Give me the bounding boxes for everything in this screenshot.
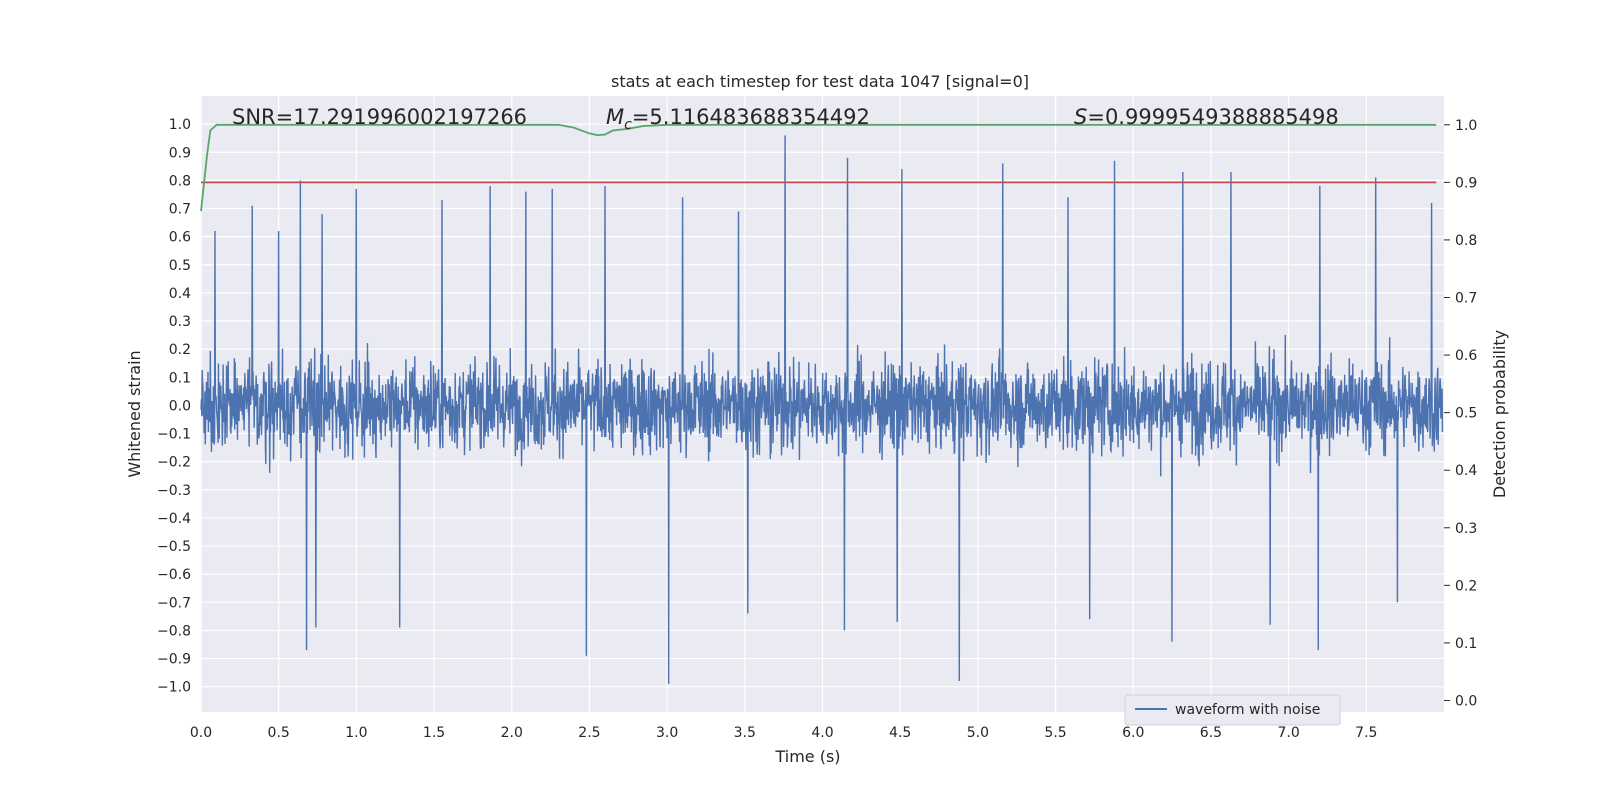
- y-tick-label: −0.7: [157, 595, 191, 611]
- y-tick-label: 0.0: [169, 398, 191, 414]
- y2-tick-label: 0.5: [1455, 406, 1477, 422]
- y2-tick-label: 0.6: [1455, 348, 1477, 364]
- x-tick-label: 0.0: [190, 725, 212, 741]
- x-tick-label: 4.0: [811, 725, 833, 741]
- y2-tick-label: 0.4: [1455, 463, 1477, 479]
- y-tick-label: 0.5: [169, 258, 191, 274]
- chirp-mass-subscript: c: [624, 117, 632, 133]
- chirp-mass-symbol: M: [606, 105, 624, 129]
- y-tick-label: 0.6: [169, 230, 191, 246]
- y2-tick-label: 0.8: [1455, 233, 1477, 249]
- y-tick-label: 0.1: [169, 370, 191, 386]
- y-tick-label: −1.0: [157, 680, 191, 696]
- chirp-mass-value: =5.116483688354492: [632, 105, 870, 129]
- y-tick-label: −0.4: [157, 511, 191, 527]
- y2-tick-label: 0.0: [1455, 693, 1477, 709]
- snr-annotation: SNR=17.291996002197266: [232, 105, 527, 129]
- y-tick-label: 0.7: [169, 202, 191, 218]
- legend: waveform with noise: [1124, 694, 1341, 726]
- y-axis-ticks: 1.0 0.9 0.8 0.7 0.6 0.5 0.4 0.3 0.2 0.1 0.0 −0.1 −0.…: [157, 117, 191, 696]
- legend-label-waveform: waveform with noise: [1175, 702, 1320, 718]
- x-tick-label: 5.0: [967, 725, 989, 741]
- x-axis-ticks: 0.0 0.5 1.0 1.5 2.0 2.5 3.0 3.5 4.0 4.5 5.0 5.5 6.0 6…: [190, 725, 1378, 741]
- y-tick-label: −0.5: [157, 539, 191, 555]
- x-tick-label: 6.5: [1200, 725, 1222, 741]
- y-tick-label: 0.3: [169, 314, 191, 330]
- detection-probability-line: [200, 123, 1437, 212]
- x-tick-label: 6.0: [1122, 725, 1144, 741]
- x-axis-label: Time (s): [774, 747, 840, 766]
- y2-tick-label: 0.2: [1455, 578, 1477, 594]
- y-tick-label: −0.6: [157, 567, 191, 583]
- series-waveform-with-noise: [200, 135, 1444, 684]
- y2-tick-label: 0.9: [1455, 175, 1477, 191]
- significance-symbol: S: [1074, 105, 1087, 129]
- x-tick-label: 3.0: [656, 725, 678, 741]
- y-tick-label: 0.8: [169, 173, 191, 189]
- y-tick-label: 0.2: [169, 342, 191, 358]
- y-axis-label: Whitened strain: [125, 350, 144, 477]
- x-tick-label: 4.5: [889, 725, 911, 741]
- significance-annotation: S=0.9999549388885498: [1074, 105, 1339, 129]
- y-tick-label: −0.9: [157, 652, 191, 668]
- y2-tick-label: 0.3: [1455, 521, 1477, 537]
- x-tick-label: 5.5: [1044, 725, 1066, 741]
- x-tick-label: 2.5: [578, 725, 600, 741]
- x-tick-label: 7.0: [1277, 725, 1299, 741]
- y-tick-label: −0.1: [157, 427, 191, 443]
- series-detection-probability: [200, 123, 1437, 212]
- y-tick-label: −0.3: [157, 483, 191, 499]
- x-tick-label: 1.5: [423, 725, 445, 741]
- chart-title: stats at each timestep for test data 104…: [611, 72, 1029, 91]
- y-tick-label: 0.9: [169, 145, 191, 161]
- legend-box: [1124, 694, 1341, 726]
- y2-tick-label: 0.7: [1455, 290, 1477, 306]
- y2-axis-ticks: 1.0 0.9 0.8 0.7 0.6 0.5 0.4 0.3 0.2 0.1 0.0: [1444, 118, 1477, 709]
- x-tick-label: 0.5: [268, 725, 290, 741]
- chirp-mass-annotation: Mc=5.116483688354492: [606, 105, 870, 133]
- significance-value: =0.9999549388885498: [1087, 105, 1338, 129]
- y2-axis-label: Detection probability: [1490, 330, 1509, 498]
- y2-tick-label: 1.0: [1455, 118, 1477, 134]
- x-tick-label: 3.5: [734, 725, 756, 741]
- y-tick-label: 1.0: [169, 117, 191, 133]
- y-tick-label: −0.8: [157, 623, 191, 639]
- x-tick-label: 1.0: [345, 725, 367, 741]
- y-tick-label: 0.4: [169, 286, 191, 302]
- y2-tick-label: 0.1: [1455, 636, 1477, 652]
- waveform-line: [200, 135, 1444, 684]
- y-tick-label: −0.2: [157, 455, 191, 471]
- x-tick-label: 2.0: [501, 725, 523, 741]
- x-tick-label: 7.5: [1355, 725, 1377, 741]
